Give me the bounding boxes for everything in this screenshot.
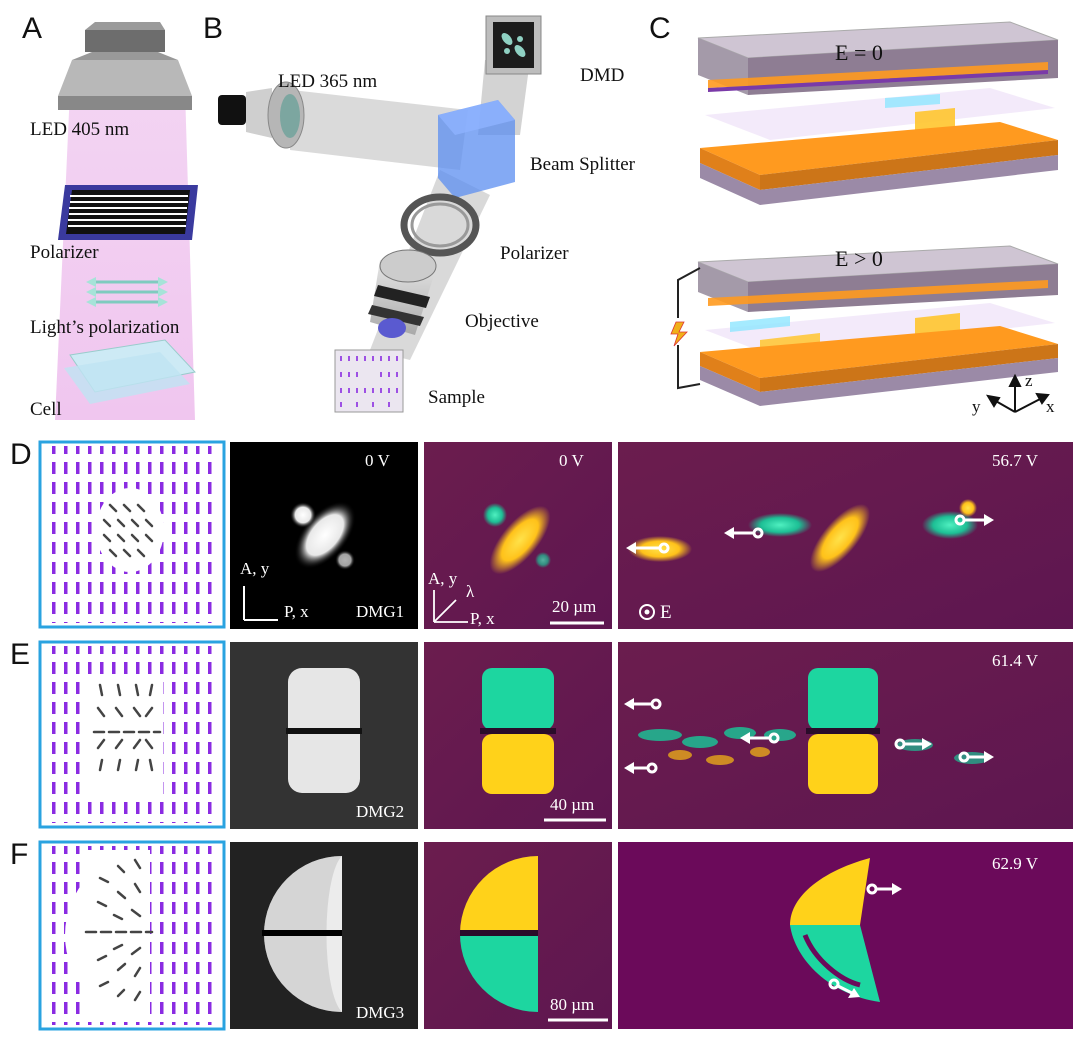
- row-d-bw-axis-analyzer: A, y: [240, 559, 270, 578]
- objective-device: [368, 249, 437, 338]
- row-d-color-axis-polarizer: P, x: [470, 609, 495, 628]
- row-e-driven-panel: [618, 642, 1073, 829]
- label-field-off: E = 0: [835, 40, 883, 65]
- sample-device: [334, 349, 404, 413]
- label-sample: Sample: [428, 387, 485, 408]
- row-f-bw-panel: [230, 842, 418, 1029]
- panel-letter-a: A: [22, 12, 43, 45]
- row-e-scale-bar-label: 40 µm: [550, 795, 595, 814]
- panel-letter-d: D: [10, 438, 32, 471]
- row-f-pattern-name: DMG3: [356, 1003, 405, 1022]
- panel-letter-b: B: [203, 12, 224, 45]
- panel-letter-f: F: [10, 838, 29, 871]
- cell-device: [64, 339, 196, 404]
- row-e-driven-voltage: 61.4 V: [992, 651, 1038, 670]
- row-d-pattern-panel: [38, 440, 226, 629]
- row-d-color-axis-analyzer: A, y: [428, 569, 458, 588]
- dmd-device: [485, 15, 542, 75]
- label-dmd: DMD: [580, 65, 625, 86]
- label-led-365: LED 365 nm: [278, 71, 378, 92]
- label-field-on: E > 0: [835, 246, 883, 271]
- voltage-source-icon: [670, 321, 688, 347]
- label-led-405: LED 405 nm: [30, 119, 130, 140]
- coordinate-axes-icon: [986, 373, 1050, 413]
- row-d-driven-voltage: 56.7 V: [992, 451, 1038, 470]
- row-f-driven-voltage: 62.9 V: [992, 854, 1038, 873]
- axis-label-z: z: [1025, 371, 1033, 390]
- led-405-device: [58, 22, 192, 110]
- row-d-bw-axis-polarizer: P, x: [284, 602, 309, 621]
- polarization-arrows: [92, 280, 162, 304]
- panel-letter-e: E: [10, 638, 31, 671]
- row-d-pattern-name: DMG1: [356, 602, 405, 621]
- panel-letter-c: C: [649, 12, 671, 45]
- label-beam-splitter: Beam Splitter: [530, 154, 636, 175]
- axis-label-y: y: [972, 397, 981, 416]
- row-d-scale-bar-label: 20 µm: [552, 597, 597, 616]
- label-polarizer-a: Polarizer: [30, 242, 99, 263]
- row-f-scale-bar-label: 80 µm: [550, 995, 595, 1014]
- row-f-pattern-panel: [38, 840, 226, 1031]
- polarizer-a-device: [58, 185, 198, 240]
- row-d-driven-panel: [618, 442, 1073, 629]
- row-d-bw-panel: [230, 442, 418, 629]
- polarizer-b-device: [400, 193, 480, 257]
- row-d-color-axis-wave: λ: [466, 582, 475, 601]
- voltage-circuit: [677, 267, 701, 390]
- label-cell: Cell: [30, 399, 62, 420]
- axis-label-x: x: [1046, 397, 1055, 416]
- label-polarizer-b: Polarizer: [500, 243, 569, 264]
- beam-splitter-device: [438, 100, 515, 198]
- row-d-color-voltage: 0 V: [559, 451, 584, 470]
- row-d-field-symbol: E: [660, 602, 672, 623]
- label-light-polarization: Light’s polarization: [30, 317, 180, 338]
- row-e-bw-panel: [230, 642, 418, 829]
- row-e-pattern-panel: [38, 640, 226, 829]
- row-d-bw-voltage: 0 V: [365, 451, 390, 470]
- row-e-pattern-name: DMG2: [356, 802, 405, 821]
- label-objective: Objective: [465, 311, 539, 332]
